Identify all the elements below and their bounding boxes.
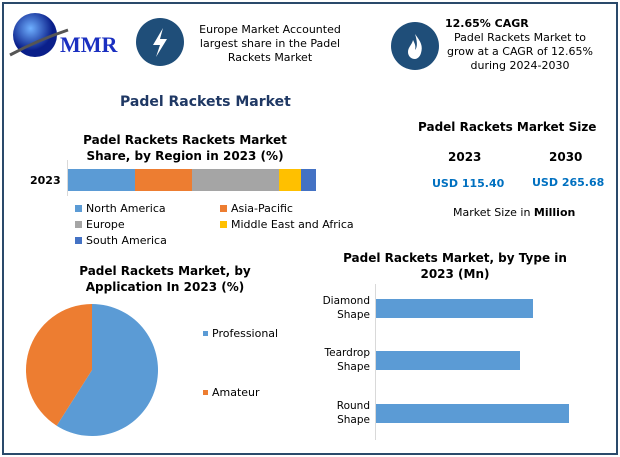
logo: MMR (8, 10, 123, 65)
pie-slice-amateur (26, 304, 92, 426)
region-chart-title: Padel Rackets Rackets Market Share, by R… (83, 133, 287, 163)
value-2030: USD 265.68 (532, 176, 605, 189)
legend-label: South America (86, 234, 167, 247)
legend-swatch (220, 221, 227, 228)
legend-item: North America (75, 202, 166, 215)
legend-swatch (75, 221, 82, 228)
region-stacked-bar (68, 169, 316, 191)
highlight-europe: Europe Market Accounted largest share in… (199, 23, 341, 64)
legend-item: Europe (75, 218, 125, 231)
legend-label: North America (86, 202, 166, 215)
legend-item: South America (75, 234, 167, 247)
region-category: 2023 (30, 174, 61, 187)
application-pie (26, 304, 158, 436)
legend-label: Amateur (212, 386, 260, 399)
legend-swatch (220, 205, 227, 212)
type-bar (376, 299, 533, 318)
legend-label: Middle East and Africa (231, 218, 354, 231)
application-chart-title: Padel Rackets Market, by Application In … (79, 264, 251, 294)
region-axis (67, 160, 68, 196)
cagr-text: Padel Rackets Market to grow at a CAGR o… (447, 31, 593, 72)
flame-icon (391, 22, 439, 70)
year-2030: 2030 (549, 150, 583, 164)
pie-slice-professional (56, 304, 158, 436)
bar-segment-north-america (68, 169, 135, 191)
type-label: Round Shape (336, 400, 370, 426)
legend-item: Amateur (203, 386, 260, 399)
bar-segment-europe (191, 169, 279, 191)
svg-text:MMR: MMR (60, 32, 119, 57)
main-title: Padel Rackets Market (120, 94, 291, 110)
value-2023: USD 115.40 (432, 177, 505, 190)
lightning-icon (136, 18, 184, 66)
legend-item: Asia-Pacific (220, 202, 293, 215)
type-label: Diamond Shape (322, 295, 370, 321)
bar-segment-south-america (301, 169, 316, 191)
type-label: Teardrop Shape (324, 347, 371, 373)
legend-swatch (75, 205, 82, 212)
legend-label: Asia-Pacific (231, 202, 293, 215)
year-2023: 2023 (448, 150, 482, 164)
type-bar (376, 351, 520, 370)
legend-item: Professional (203, 327, 278, 340)
legend-swatch (75, 237, 82, 244)
legend-label: Europe (86, 218, 125, 231)
market-size-title: Padel Rackets Market Size (418, 120, 597, 134)
legend-item: Middle East and Africa (220, 218, 354, 231)
legend-swatch (203, 331, 208, 336)
type-chart-title: Padel Rackets Market, by Type in 2023 (M… (343, 251, 567, 281)
cagr-title: 12.65% CAGR (445, 17, 529, 30)
legend-swatch (203, 390, 208, 395)
bar-segment-middle-east-and-africa (278, 169, 302, 191)
market-size-note: Market Size in Million (453, 206, 576, 219)
type-bar (376, 404, 569, 423)
bar-segment-asia-pacific (134, 169, 192, 191)
legend-label: Professional (212, 327, 279, 340)
type-axis (375, 284, 376, 440)
